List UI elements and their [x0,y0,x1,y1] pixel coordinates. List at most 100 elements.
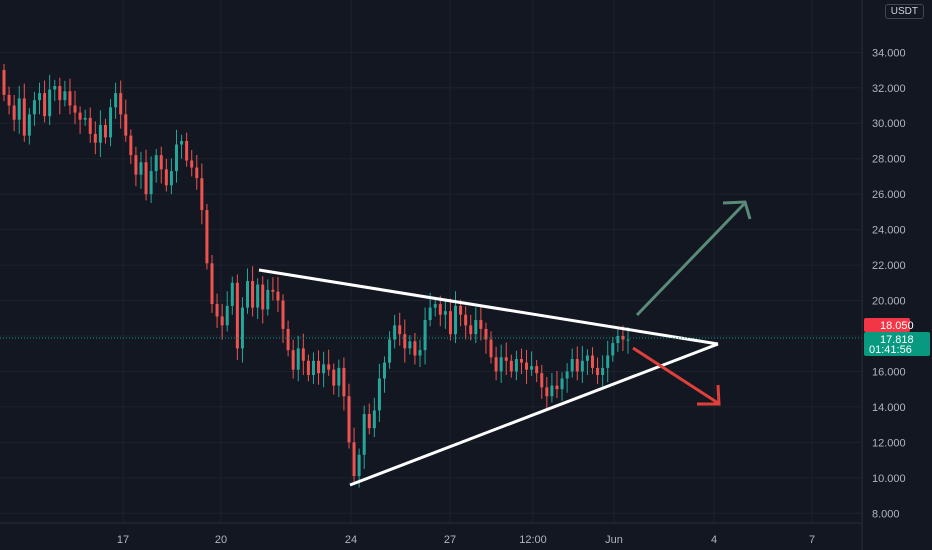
candles [2,63,630,488]
candle-body [114,93,118,108]
bullish-arrow[interactable] [635,202,746,317]
candle-body [58,86,62,101]
candle-body [519,359,523,363]
candle-body [535,366,539,374]
bullish-arrowhead [722,200,752,220]
candle-body [230,282,234,306]
time-tick-label: 17 [117,534,129,546]
candle-body [423,320,427,351]
bearish-arrowhead [697,384,721,406]
candle-body [514,359,518,372]
price-tick-label: 20.000 [872,296,906,308]
candle-body [438,304,442,315]
time-tick-label: 7 [809,534,815,546]
candle-body [337,367,341,386]
candle-body [484,328,488,340]
candle-body [347,396,351,443]
candle-body [454,305,458,335]
candle-body [32,100,36,115]
candle-body [103,125,107,138]
candle-body [504,357,508,361]
last-price-badge: 18.050 [864,318,914,332]
candle-body [474,320,478,335]
candle-body [443,311,447,315]
candle-body [565,371,569,379]
candle-body [251,281,255,308]
price-tick-label: 24.000 [872,225,906,237]
candle-body [63,91,67,101]
bearish-arrow[interactable] [632,346,719,405]
candle-body [311,360,315,375]
time-axis[interactable]: 17 20 24 27 12:00 Jun 4 7 [117,534,815,546]
price-tick-label: 28.000 [872,154,906,166]
candle-body [327,364,331,370]
price-tick-label: 34.000 [872,47,906,59]
candle-body [585,355,589,361]
currency-label[interactable]: USDT [884,4,924,19]
candle-body [291,350,295,370]
price-tick-label: 12.000 [872,437,906,449]
candle-body [479,320,483,329]
candle-body [12,105,16,120]
candle-body [68,91,72,106]
candle-body [611,343,615,356]
time-tick-label: Jun [605,534,623,546]
price-tick-label: 30.000 [872,118,906,130]
candle-body [149,171,153,195]
candle-body [525,362,529,370]
candle-body [261,284,265,310]
candle-body [271,289,275,292]
time-tick-label: 12:00 [519,534,547,546]
time-tick-label: 24 [345,534,357,546]
price-tick-label: 16.000 [872,366,906,378]
support-line[interactable] [349,342,719,487]
candle-body [332,369,336,386]
candle-body [169,171,173,186]
candle-body [398,325,402,335]
candle-body [570,359,574,372]
candle-body [83,117,87,120]
candle-body [200,178,204,211]
candle-body [215,304,219,317]
candle-body [606,355,610,368]
candle-body [413,341,417,356]
candle-body [174,144,178,172]
candle-body [7,94,11,106]
candle-body [195,167,199,179]
candle-body [357,454,361,477]
axis-settings-corner[interactable] [868,532,932,550]
candle-body [17,98,21,120]
candle-body [134,155,138,175]
candle-body [545,387,549,397]
candle-body [22,98,26,136]
candle-body [93,133,97,143]
candle-body [499,357,503,372]
candle-body [73,105,77,113]
candle-body [418,350,422,356]
candle-body [88,117,92,134]
price-tick-label: 8.000 [872,508,900,520]
candle-body [240,307,244,349]
candle-body [367,413,371,429]
candle-body [372,410,376,429]
candle-body [139,162,143,175]
candle-body [428,307,432,321]
candle-body [469,325,473,335]
time-tick-label: 27 [444,534,456,546]
candle-body [489,339,493,358]
candle-body [403,334,407,349]
candle-body [180,140,184,145]
time-tick-label: 4 [711,534,717,546]
candle-body [266,289,270,310]
grid-lines [0,0,862,523]
price-tick-label: 14.000 [872,402,906,414]
candle-body [53,86,57,90]
candle-body [382,362,386,379]
candle-body [124,114,128,136]
candle-body [119,93,123,115]
candle-body [509,360,513,372]
candle-body [301,348,305,361]
candle-body [144,162,148,195]
resistance-line[interactable] [258,268,719,346]
